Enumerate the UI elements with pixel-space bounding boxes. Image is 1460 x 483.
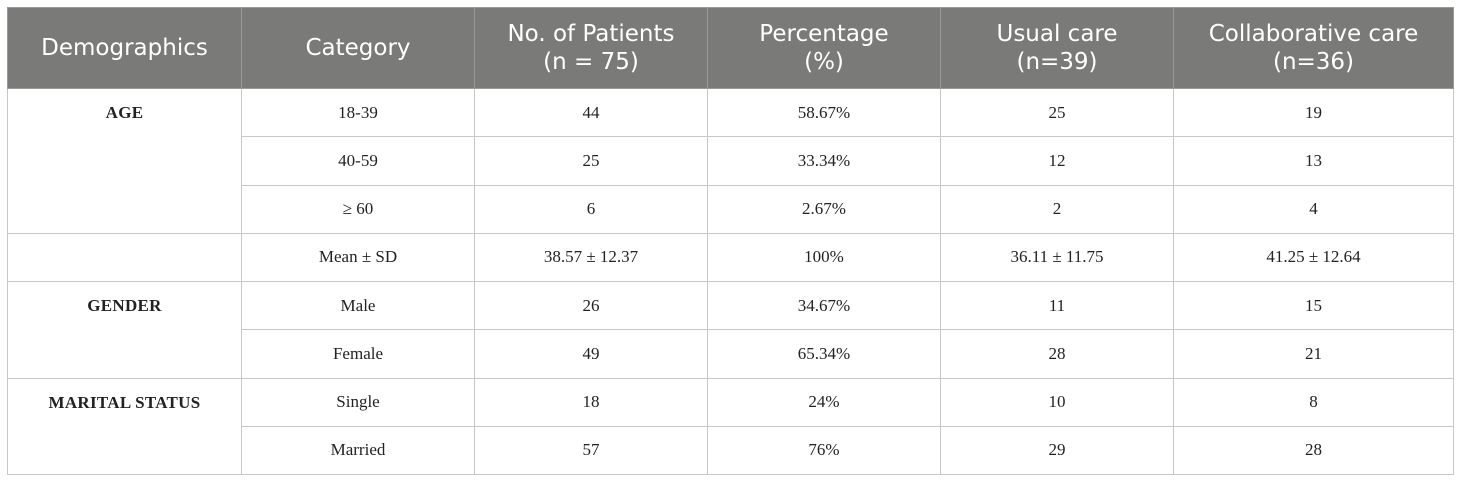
header-usual-care: Usual care (n=39) [940,7,1174,89]
cell-percentage: 2.67% [707,184,941,234]
group-gender: GENDER [7,281,242,379]
demographics-table: Demographics Category No. of Patients (n… [7,7,1454,476]
header-subline: (n = 75) [543,49,639,75]
cell-collaborative-care: 41.25 ± 12.64 [1173,232,1454,283]
header-row: Demographics Category No. of Patients (n… [7,7,1454,89]
cell-collaborative-care: 28 [1173,425,1454,476]
cell-category: Mean ± SD [241,232,475,283]
table-row: AGE 18-39 44 58.67% 25 19 [7,87,1454,234]
cell-percentage: 100% [707,232,941,283]
header-line: Category [305,35,411,61]
header-percentage: Percentage (%) [707,7,941,89]
table-row: Female 49 65.34% 28 21 [8,329,1454,379]
header-category: Category [241,7,475,89]
header-line: Usual care [996,21,1118,47]
table-row: ≥ 60 6 2.67% 2 4 [8,184,1454,234]
cell-category: 18-39 [241,87,475,138]
group-empty [7,232,242,283]
cell-collaborative-care: 13 [1173,136,1454,186]
cell-percentage: 76% [707,425,941,476]
cell-collaborative-care: 21 [1173,329,1454,379]
cell-collaborative-care: 4 [1173,184,1454,234]
cell-patients: 38.57 ± 12.37 [474,232,708,283]
cell-patients: 57 [474,425,708,476]
cell-category: Female [241,329,475,379]
header-collaborative-care: Collaborative care (n=36) [1173,7,1454,89]
cell-category: Male [241,280,475,331]
cell-patients: 25 [474,136,708,186]
cell-patients: 6 [474,184,708,234]
cell-patients: 44 [474,87,708,138]
group-marital-status: MARITAL STATUS [7,377,242,475]
cell-percentage: 33.34% [707,136,941,186]
cell-usual-care: 36.11 ± 11.75 [940,232,1174,283]
cell-category: Single [241,377,475,427]
cell-category: ≥ 60 [241,184,475,234]
group-age: AGE [7,88,242,234]
cell-percentage: 34.67% [707,280,941,331]
header-subline: (%) [804,49,844,75]
cell-patients: 18 [474,377,708,427]
header-subline: (n=36) [1272,49,1355,75]
cell-usual-care: 10 [940,377,1174,427]
cell-patients: 49 [474,329,708,379]
table-row: MARITAL STATUS Single 18 24% 10 8 [7,377,1454,475]
cell-usual-care: 25 [940,87,1174,138]
header-line: Demographics [41,35,208,61]
header-subline: (n=39) [1016,49,1098,75]
cell-collaborative-care: 19 [1173,87,1454,138]
header-demographics: Demographics [7,7,242,89]
table-body: AGE 18-39 44 58.67% 25 19 40-59 25 33.34… [7,87,1454,476]
table-row: Mean ± SD 38.57 ± 12.37 100% 36.11 ± 11.… [7,232,1454,283]
cell-collaborative-care: 8 [1173,377,1454,427]
table-row: Married 57 76% 29 28 [8,425,1454,476]
table-row: GENDER Male 26 34.67% 11 15 [7,280,1454,379]
header-line: Percentage [759,21,889,47]
cell-usual-care: 12 [940,136,1174,186]
cell-usual-care: 29 [940,425,1174,476]
cell-collaborative-care: 15 [1173,280,1454,331]
cell-category: 40-59 [241,136,475,186]
cell-usual-care: 11 [940,280,1174,331]
table-header: Demographics Category No. of Patients (n… [7,7,1454,89]
table-row: 40-59 25 33.34% 12 13 [8,136,1454,186]
cell-percentage: 58.67% [707,87,941,138]
cell-usual-care: 28 [940,329,1174,379]
header-line: No. of Patients [507,21,675,47]
cell-percentage: 24% [707,377,941,427]
header-patients: No. of Patients (n = 75) [474,7,708,89]
cell-usual-care: 2 [940,184,1174,234]
cell-percentage: 65.34% [707,329,941,379]
cell-category: Married [241,425,475,476]
cell-patients: 26 [474,280,708,331]
header-line: Collaborative care [1208,21,1419,47]
